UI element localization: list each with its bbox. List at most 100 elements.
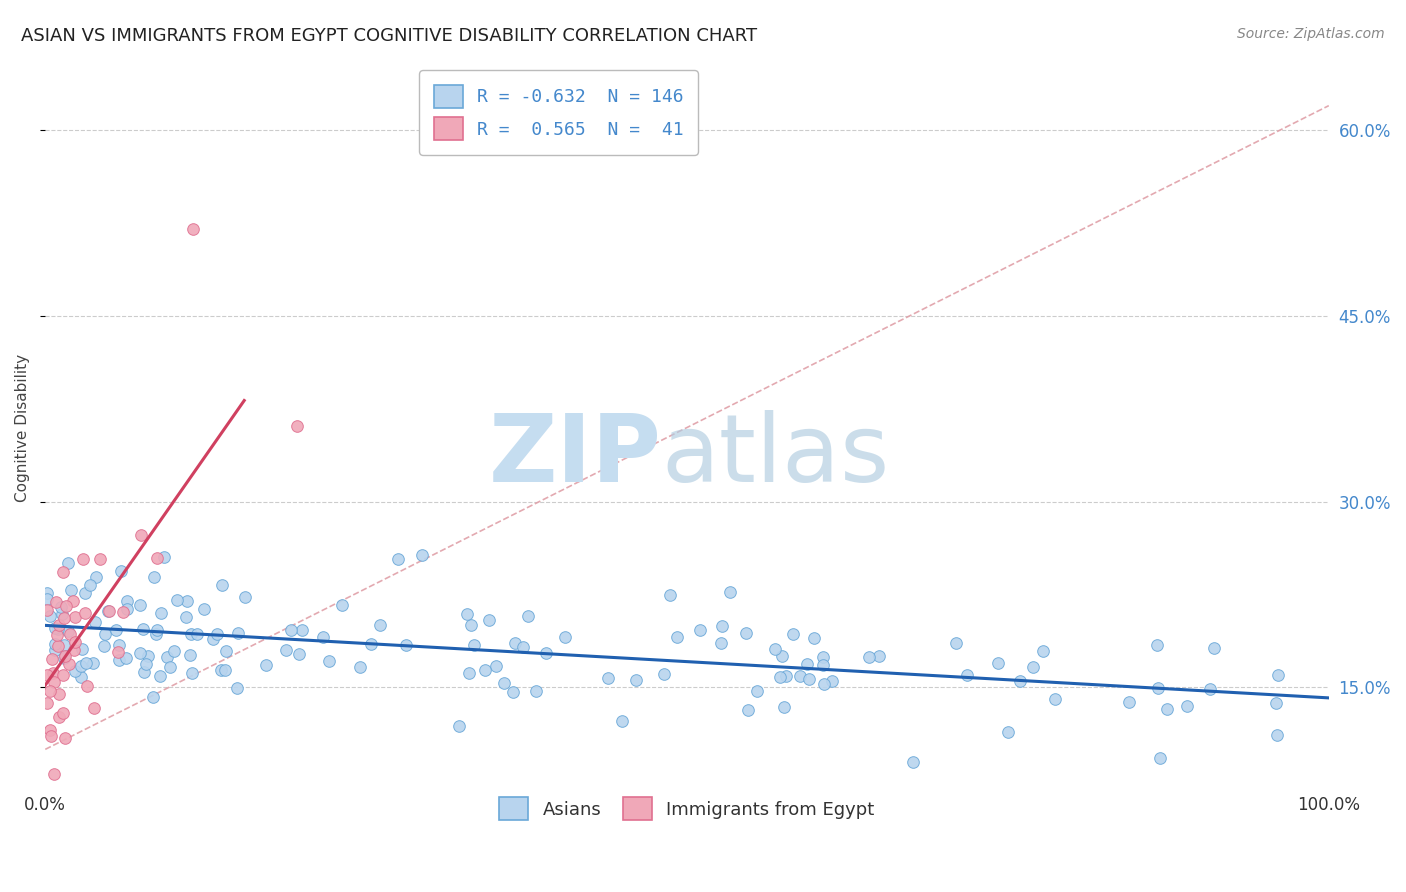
Point	[93, 639, 115, 653]
Point	[142, 690, 165, 705]
Point	[463, 638, 485, 652]
Point	[811, 657, 834, 672]
Point	[108, 638, 131, 652]
Point	[1043, 692, 1066, 706]
Point	[110, 565, 132, 579]
Point	[156, 650, 179, 665]
Point	[37, 696, 59, 710]
Point	[49, 600, 72, 615]
Point	[387, 552, 409, 566]
Point	[39, 609, 62, 624]
Point	[179, 648, 201, 663]
Point	[689, 623, 711, 637]
Point	[166, 592, 188, 607]
Point	[1149, 751, 1171, 765]
Point	[44, 674, 66, 689]
Point	[789, 669, 811, 683]
Point	[368, 618, 391, 632]
Point	[478, 614, 501, 628]
Point	[202, 632, 225, 647]
Point	[769, 670, 792, 684]
Point	[180, 627, 202, 641]
Point	[70, 641, 93, 656]
Point	[360, 637, 382, 651]
Point	[131, 528, 153, 542]
Point	[53, 649, 76, 664]
Point	[233, 591, 256, 605]
Point	[502, 684, 524, 698]
Text: Source: ZipAtlas.com: Source: ZipAtlas.com	[1237, 27, 1385, 41]
Point	[186, 626, 208, 640]
Point	[903, 755, 925, 769]
Point	[868, 648, 890, 663]
Text: atlas: atlas	[661, 410, 890, 502]
Point	[83, 701, 105, 715]
Point	[53, 638, 76, 652]
Point	[291, 623, 314, 637]
Point	[1199, 681, 1222, 696]
Point	[763, 641, 786, 656]
Point	[146, 551, 169, 566]
Point	[460, 617, 482, 632]
Point	[1202, 641, 1225, 656]
Point	[142, 570, 165, 584]
Point	[1267, 668, 1289, 682]
Point	[105, 623, 128, 637]
Point	[181, 666, 204, 681]
Point	[51, 607, 73, 622]
Point	[665, 630, 688, 644]
Point	[35, 592, 58, 607]
Point	[211, 578, 233, 592]
Point	[1032, 644, 1054, 658]
Point	[42, 665, 65, 680]
Point	[53, 611, 76, 625]
Point	[945, 636, 967, 650]
Point	[70, 670, 93, 684]
Point	[773, 700, 796, 714]
Point	[735, 625, 758, 640]
Point	[811, 649, 834, 664]
Point	[75, 656, 97, 670]
Point	[176, 594, 198, 608]
Point	[770, 649, 793, 664]
Point	[63, 643, 86, 657]
Point	[48, 710, 70, 724]
Point	[89, 552, 111, 566]
Point	[474, 664, 496, 678]
Point	[1264, 696, 1286, 710]
Text: ASIAN VS IMMIGRANTS FROM EGYPT COGNITIVE DISABILITY CORRELATION CHART: ASIAN VS IMMIGRANTS FROM EGYPT COGNITIVE…	[21, 27, 758, 45]
Point	[44, 621, 66, 635]
Point	[330, 598, 353, 612]
Point	[114, 651, 136, 665]
Point	[163, 643, 186, 657]
Point	[288, 647, 311, 661]
Point	[624, 673, 647, 688]
Point	[711, 618, 734, 632]
Point	[503, 636, 526, 650]
Point	[37, 585, 59, 599]
Point	[58, 657, 80, 672]
Point	[107, 645, 129, 659]
Point	[782, 626, 804, 640]
Point	[652, 666, 675, 681]
Point	[38, 723, 60, 737]
Point	[456, 607, 478, 621]
Point	[131, 623, 153, 637]
Point	[146, 623, 169, 637]
Point	[111, 605, 134, 619]
Point	[41, 652, 63, 666]
Point	[115, 594, 138, 608]
Point	[56, 624, 79, 639]
Point	[274, 643, 297, 657]
Point	[1156, 702, 1178, 716]
Point	[349, 659, 371, 673]
Point	[84, 615, 107, 629]
Point	[215, 644, 238, 658]
Point	[73, 606, 96, 620]
Point	[86, 570, 108, 584]
Point	[46, 622, 69, 636]
Point	[737, 703, 759, 717]
Point	[710, 635, 733, 649]
Point	[411, 548, 433, 562]
Point	[494, 676, 516, 690]
